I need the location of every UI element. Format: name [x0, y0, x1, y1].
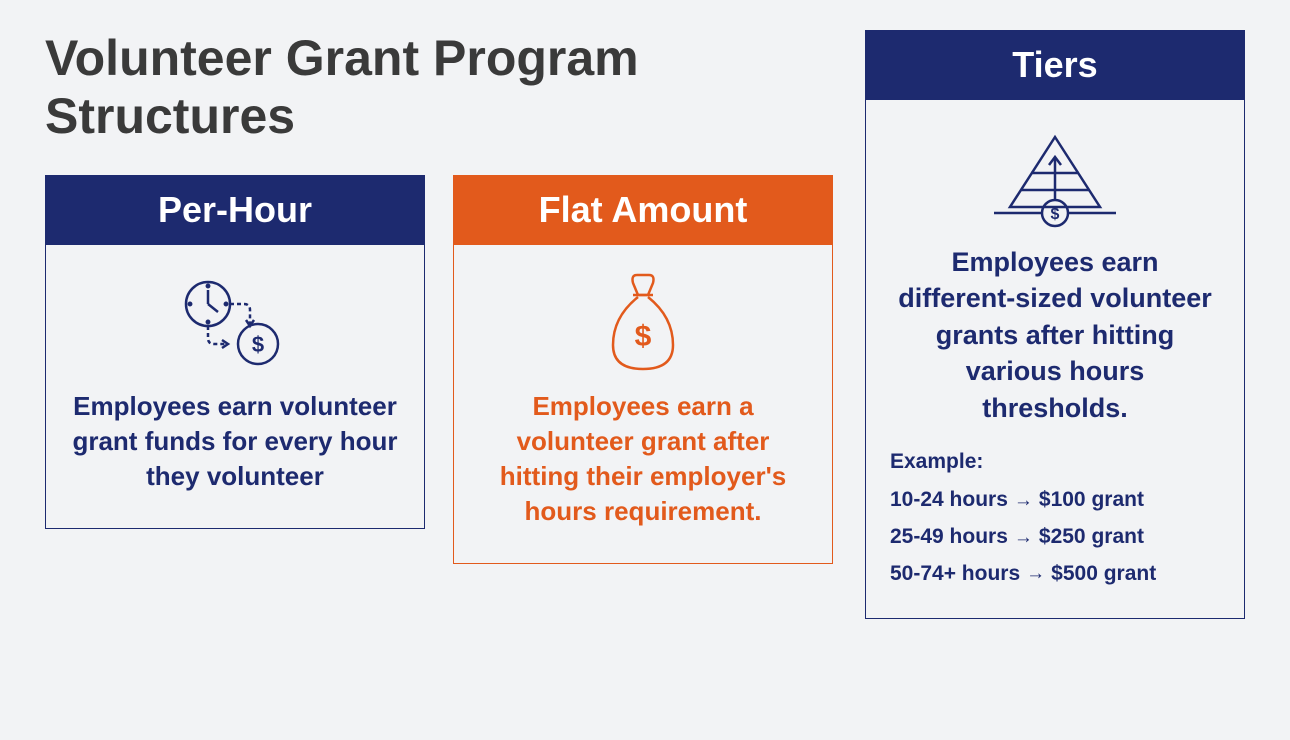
card-header-per-hour: Per-Hour [45, 175, 425, 245]
arrow-icon: → [1014, 484, 1033, 517]
card-header-tiers: Tiers [865, 30, 1245, 100]
tiers-ex3-hours: 50-74+ hours [890, 556, 1020, 593]
card-header-flat: Flat Amount [453, 175, 833, 245]
clock-to-dollar-icon: $ [170, 269, 300, 379]
svg-text:$: $ [252, 332, 264, 357]
tiers-example-row-3: 50-74+ hours → $500 grant [890, 556, 1220, 593]
card-flat-amount: Flat Amount $ Employees earn a volunteer… [453, 175, 833, 564]
tiers-ex2-hours: 25-49 hours [890, 519, 1008, 556]
card-body-tiers: $ Employees earn different-sized volunte… [865, 100, 1245, 619]
card-desc-flat: Employees earn a volunteer grant after h… [478, 389, 808, 529]
card-per-hour: Per-Hour $ Empl [45, 175, 425, 529]
card-desc-per-hour: Employees earn volunteer grant funds for… [70, 389, 400, 494]
tiers-ex1-grant: $100 grant [1039, 482, 1144, 519]
arrow-icon: → [1014, 521, 1033, 554]
money-bag-icon: $ [593, 269, 693, 379]
tiers-ex1-hours: 10-24 hours [890, 482, 1008, 519]
card-body-flat: $ Employees earn a volunteer grant after… [453, 245, 833, 564]
arrow-icon: → [1026, 557, 1045, 590]
svg-text:$: $ [635, 320, 652, 353]
tiers-example-block: Example: 10-24 hours → $100 grant 25-49 … [890, 450, 1220, 592]
tiers-example-label: Example: [890, 450, 1220, 474]
tiers-ex2-grant: $250 grant [1039, 519, 1144, 556]
pyramid-tiers-icon: $ [990, 124, 1120, 234]
card-body-per-hour: $ Employees earn volunteer grant funds f… [45, 245, 425, 529]
svg-text:$: $ [1051, 206, 1060, 223]
card-tiers: Tiers $ Employees earn different-sized v… [865, 30, 1245, 619]
tiers-example-row-1: 10-24 hours → $100 grant [890, 482, 1220, 519]
tiers-example-row-2: 25-49 hours → $250 grant [890, 519, 1220, 556]
page-title: Volunteer Grant Program Structures [45, 30, 745, 145]
tiers-ex3-grant: $500 grant [1051, 556, 1156, 593]
card-desc-tiers: Employees earn different-sized volunteer… [890, 244, 1220, 426]
